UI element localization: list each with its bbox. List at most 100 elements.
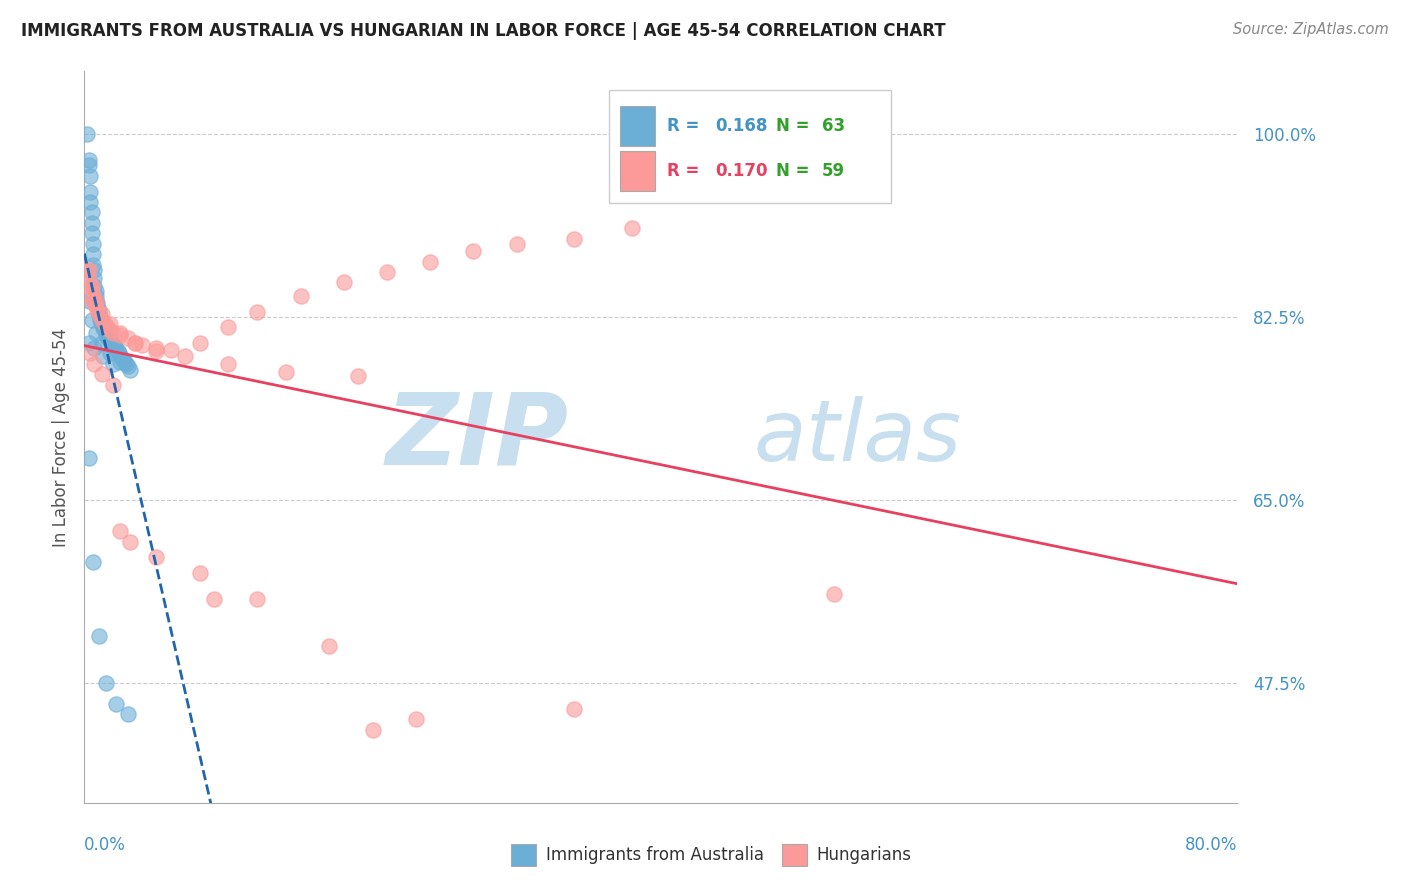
Point (77, 263, 100, 277)
Point (98, 346, 121, 360)
Point (82, 247, 104, 261)
Text: Source: ZipAtlas.com: Source: ZipAtlas.com (1233, 22, 1389, 37)
Point (105, 697, 128, 711)
Point (98, 317, 121, 331)
Point (100, 336, 122, 351)
Point (347, 369, 370, 384)
Point (419, 254, 441, 268)
Text: N =: N = (776, 117, 815, 135)
Point (160, 343, 183, 358)
Point (94, 326, 117, 340)
Point (80, 205, 103, 219)
Point (79, 169, 101, 183)
Text: 80.0%: 80.0% (1185, 836, 1237, 854)
Point (77, 450, 100, 465)
Text: N =: N = (776, 162, 815, 180)
Point (110, 355, 132, 369)
Point (80, 294, 103, 309)
Point (124, 336, 146, 351)
Point (120, 363, 142, 377)
Point (111, 351, 134, 365)
Point (823, 587, 845, 601)
Point (97, 332, 120, 346)
Point (86, 296, 108, 310)
Point (108, 346, 131, 360)
Point (96, 320, 118, 334)
Point (83, 263, 105, 277)
Point (98, 334, 121, 348)
Point (94, 327, 117, 342)
Point (79, 185, 101, 199)
Bar (782, 845, 807, 866)
Bar (620, 151, 655, 192)
Text: 63: 63 (823, 117, 845, 135)
Point (86, 302, 108, 317)
Point (188, 336, 211, 351)
Point (83, 294, 105, 309)
Point (105, 343, 128, 357)
Point (621, 221, 644, 235)
Point (82, 289, 104, 303)
Point (84, 300, 107, 314)
Point (80, 313, 103, 327)
Point (110, 326, 132, 340)
Point (77, 153, 100, 168)
Text: Hungarians: Hungarians (817, 847, 911, 864)
Point (76, 263, 98, 277)
Point (90, 317, 112, 331)
Point (174, 349, 197, 363)
Point (84, 326, 107, 340)
Point (89, 313, 111, 327)
Bar (620, 106, 655, 146)
Point (117, 359, 139, 373)
Point (77, 158, 100, 172)
Point (82, 258, 104, 272)
Point (145, 341, 167, 355)
Point (87, 307, 110, 321)
Point (82, 236, 104, 251)
Point (103, 338, 124, 352)
Point (506, 236, 529, 251)
Point (361, 723, 384, 737)
Point (77, 273, 100, 287)
Point (117, 706, 139, 721)
Point (107, 344, 129, 359)
Point (110, 349, 132, 363)
Text: atlas: atlas (754, 395, 962, 479)
Point (218, 357, 240, 371)
Point (79, 194, 101, 209)
Point (79, 278, 101, 293)
Point (98, 324, 121, 338)
Point (87, 302, 110, 317)
Point (246, 592, 269, 607)
Point (87, 629, 110, 643)
Point (218, 320, 240, 334)
Point (80, 216, 103, 230)
Point (290, 289, 312, 303)
Point (93, 324, 115, 338)
Point (80, 227, 103, 241)
Point (83, 357, 105, 371)
Point (120, 534, 142, 549)
Point (84, 284, 107, 298)
Text: R =: R = (666, 117, 704, 135)
Point (77, 294, 100, 309)
Point (375, 265, 398, 279)
Point (564, 702, 586, 716)
Point (405, 712, 427, 726)
Point (202, 592, 225, 607)
Text: 59: 59 (823, 162, 845, 180)
Point (145, 344, 167, 359)
Text: ZIP: ZIP (385, 389, 568, 485)
Point (114, 355, 136, 369)
Text: IMMIGRANTS FROM AUSTRALIA VS HUNGARIAN IN LABOR FORCE | AGE 45-54 CORRELATION CH: IMMIGRANTS FROM AUSTRALIA VS HUNGARIAN I… (21, 22, 946, 40)
Text: 0.168: 0.168 (716, 117, 768, 135)
Point (145, 550, 167, 565)
Point (83, 278, 105, 293)
Point (93, 317, 115, 331)
Point (80, 284, 103, 298)
Point (82, 556, 104, 570)
Point (96, 330, 118, 344)
Text: 0.170: 0.170 (716, 162, 768, 180)
Point (84, 294, 107, 309)
